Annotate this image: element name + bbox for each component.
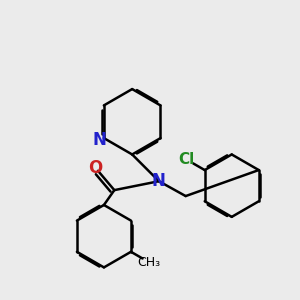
- Text: O: O: [88, 159, 102, 177]
- Text: CH₃: CH₃: [137, 256, 160, 269]
- Text: N: N: [92, 130, 106, 148]
- Text: N: N: [152, 172, 166, 190]
- Text: Cl: Cl: [178, 152, 195, 167]
